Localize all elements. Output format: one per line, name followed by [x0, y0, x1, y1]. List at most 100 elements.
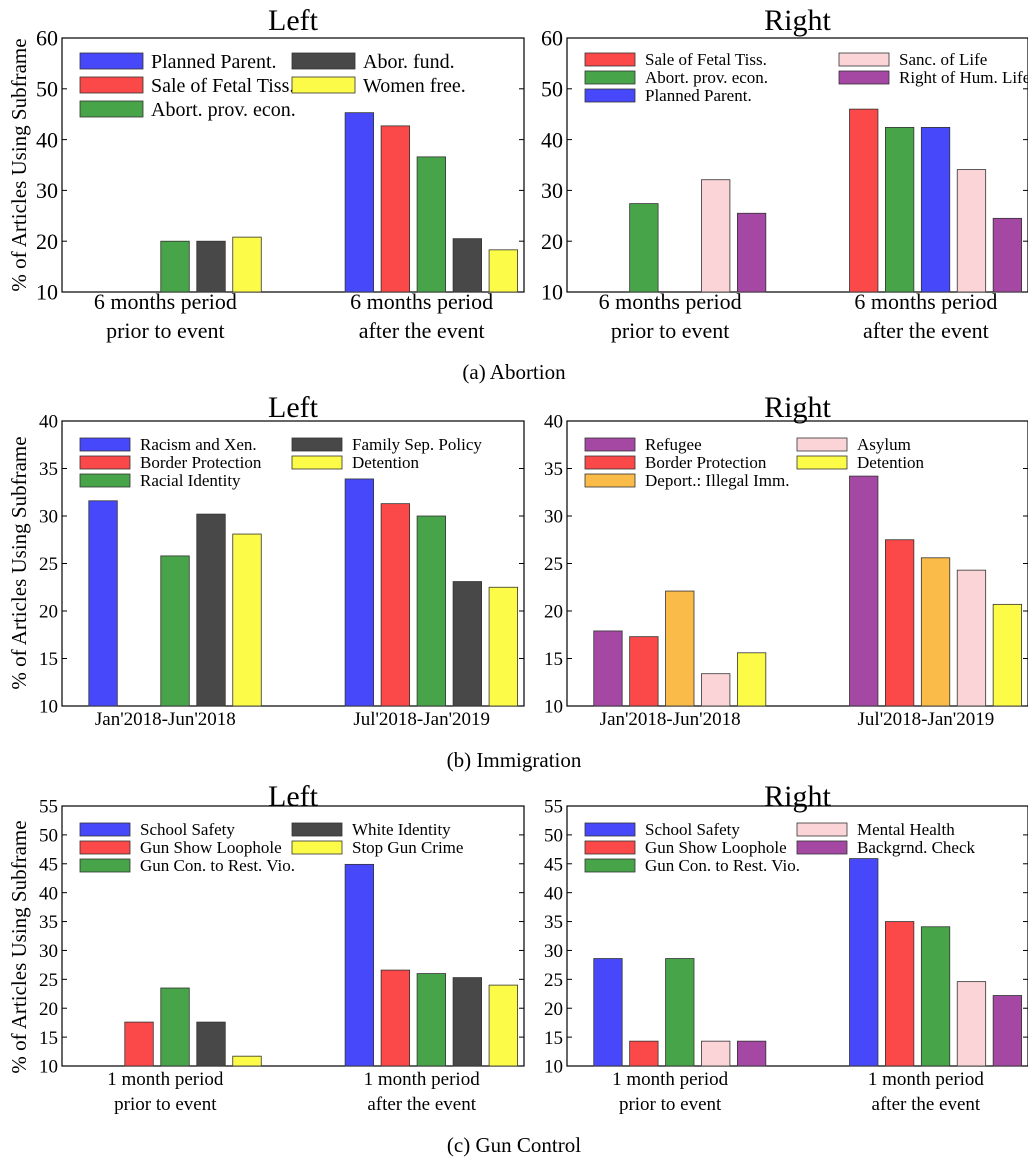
- y-tick-label: 40: [36, 127, 58, 152]
- legend-swatch-women-free: [291, 76, 356, 94]
- legend-swatch-abort-prov-econ: [79, 100, 144, 118]
- bar-backgrnd-check-2: [992, 995, 1022, 1067]
- legend-label-asylum: Asylum: [857, 435, 911, 454]
- caption-abortion: (a) Abortion: [462, 360, 566, 384]
- chart-title: Left: [268, 391, 319, 424]
- bar-sanc-of-life-2: [956, 169, 987, 293]
- y-tick-label: 40: [541, 127, 563, 152]
- bar-detention-2: [992, 603, 1022, 707]
- y-tick-label: 50: [36, 77, 58, 102]
- legend-swatch-planned-parent: [79, 52, 144, 70]
- bar-planned-parent-2: [920, 127, 951, 293]
- chart-title: Left: [268, 780, 319, 813]
- bar-refugee-2: [849, 475, 879, 707]
- legend-swatch-school-safety: [79, 822, 131, 837]
- y-tick-label: 35: [544, 912, 563, 933]
- bar-gun-show-loophole-1: [629, 1040, 659, 1067]
- y-tick-label: 40: [544, 412, 563, 433]
- legend-label-detention: Detention: [857, 453, 925, 472]
- y-tick-label: 40: [39, 412, 58, 433]
- chart-panel-3: Left % of Articles Using Subframe 10 15 20 25…: [7, 391, 525, 730]
- legend-label-white-identity: White Identity: [352, 820, 451, 839]
- y-axis-label: % of Articles Using Subframe: [7, 38, 31, 291]
- bar-abort-prov-econ-1: [629, 203, 659, 293]
- legend-label-school-safety: School Safety: [645, 820, 740, 839]
- legend-swatch-sale-of-fetal-tiss: [584, 52, 636, 67]
- legend-label-sale-of-fetal-tiss: Sale of Fetal Tiss.: [151, 75, 294, 97]
- legend-label-planned-parent: Planned Parent.: [645, 86, 752, 105]
- plot-frame: [61, 805, 525, 1067]
- bar-mental-health-1: [701, 1040, 731, 1067]
- bar-gun-con-to-rest-vio-1: [665, 958, 695, 1067]
- chart-title: Right: [764, 391, 831, 424]
- legend-label-abort-prov-econ: Abort. prov. econ.: [645, 68, 768, 87]
- legend-label-women-free: Women free.: [363, 75, 466, 97]
- legend-label-gun-con-to-rest-vio: Gun Con. to Rest. Vio.: [140, 856, 295, 875]
- y-tick-label: 35: [544, 459, 563, 480]
- x-category-label: Jan'2018-Jun'2018: [600, 709, 741, 730]
- x-category-label: Jan'2018-Jun'2018: [95, 709, 236, 730]
- bar-gun-con-to-rest-vio-2: [920, 926, 951, 1067]
- y-tick-label: 10: [544, 1057, 563, 1078]
- legend-label-backgrnd-check: Backgrnd. Check: [857, 838, 976, 857]
- bar-abort-prov-econ-1: [160, 240, 190, 293]
- y-tick-label: 15: [544, 649, 563, 670]
- bar-abort-prov-econ-2: [416, 156, 446, 293]
- bar-school-safety-2: [344, 863, 375, 1067]
- legend-swatch-backgrnd-check: [796, 840, 848, 855]
- legend-swatch-white-identity: [291, 822, 343, 837]
- x-category-label: 1 month period prior to event: [107, 1069, 224, 1115]
- y-tick-label: 40: [544, 883, 563, 904]
- y-tick-label: 10: [544, 697, 563, 718]
- bar-border-protection-1: [629, 636, 659, 707]
- legend-label-gun-show-loophole: Gun Show Loophole: [140, 838, 282, 857]
- y-tick-label: 50: [39, 826, 58, 847]
- legend-label-family-sep-policy: Family Sep. Policy: [352, 435, 482, 454]
- legend-swatch-gun-con-to-rest-vio: [79, 858, 131, 873]
- bar-asylum-2: [956, 569, 987, 707]
- bar-abort-prov-econ-2: [885, 127, 915, 293]
- legend-label-refugee: Refugee: [645, 435, 702, 454]
- legend-label-mental-health: Mental Health: [857, 820, 955, 839]
- y-tick-label: 20: [544, 999, 563, 1020]
- bar-right-of-hum-life-1: [736, 212, 767, 293]
- legend-swatch-refugee: [584, 437, 636, 452]
- y-tick-label: 60: [541, 26, 563, 51]
- bar-school-safety-1: [593, 958, 623, 1067]
- y-tick-label: 30: [39, 507, 58, 528]
- bar-women-free-1: [232, 236, 262, 293]
- y-tick-label: 60: [36, 26, 58, 51]
- legend-swatch-gun-show-loophole: [79, 840, 131, 855]
- legend-swatch-stop-gun-crime: [291, 840, 343, 855]
- bar-family-sep-policy-1: [196, 513, 226, 707]
- y-tick-label: 10: [39, 697, 58, 718]
- bar-women-free-2: [488, 249, 518, 293]
- legend-swatch-sanc-of-life: [838, 52, 890, 67]
- legend-swatch-gun-con-to-rest-vio: [584, 858, 636, 873]
- legend-label-stop-gun-crime: Stop Gun Crime: [352, 838, 463, 857]
- y-axis-label: % of Articles Using Subframe: [7, 436, 31, 689]
- legend-label-racism-and-xen: Racism and Xen.: [140, 435, 257, 454]
- y-tick-label: 25: [39, 970, 58, 991]
- y-tick-label: 20: [39, 999, 58, 1020]
- x-category-label: 1 month period prior to event: [612, 1069, 729, 1115]
- legend-swatch-gun-show-loophole: [584, 840, 636, 855]
- y-tick-label: 45: [544, 854, 563, 875]
- x-category-label: 6 months period prior to event: [599, 289, 742, 343]
- legend-label-sanc-of-life: Sanc. of Life: [899, 50, 987, 69]
- bar-border-protection-2: [885, 539, 915, 707]
- legend-swatch-sale-of-fetal-tiss: [79, 76, 144, 94]
- y-tick-label: 10: [39, 1057, 58, 1078]
- bar-gun-show-loophole-1: [124, 1021, 154, 1067]
- legend-swatch-racism-and-xen: [79, 437, 131, 452]
- legend-label-border-protection: Border Protection: [645, 453, 767, 472]
- legend-swatch-mental-health: [796, 822, 848, 837]
- legend-label-planned-parent: Planned Parent.: [151, 51, 277, 73]
- bar-family-sep-policy-2: [452, 581, 482, 707]
- y-tick-label: 30: [544, 507, 563, 528]
- legend-label-school-safety: School Safety: [140, 820, 235, 839]
- bar-sale-of-fetal-tiss-2: [380, 125, 411, 293]
- legend-label-racial-identity: Racial Identity: [140, 471, 241, 490]
- bar-gun-show-loophole-2: [380, 969, 411, 1067]
- legend-label-gun-con-to-rest-vio: Gun Con. to Rest. Vio.: [645, 856, 800, 875]
